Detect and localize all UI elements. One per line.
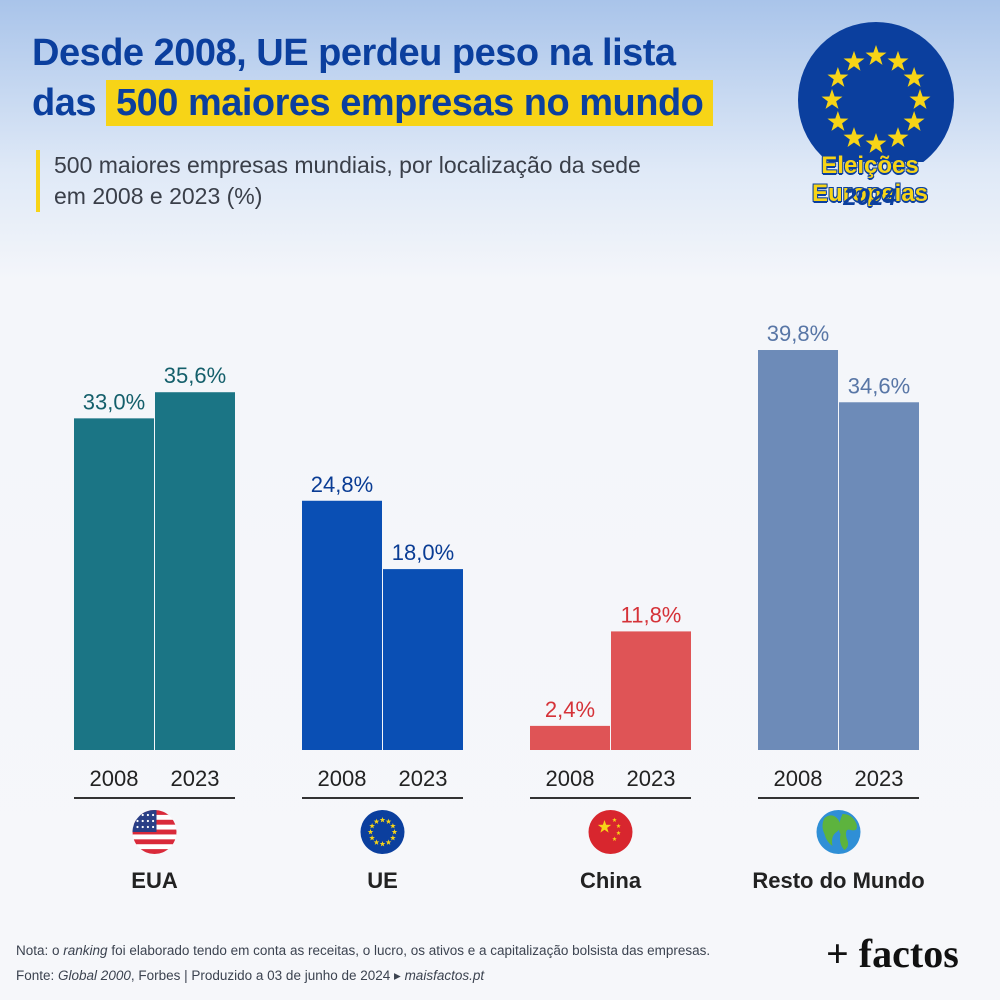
data-label: 34,6% — [848, 373, 910, 398]
bar-2023 — [155, 392, 235, 750]
data-label: 2,4% — [545, 697, 595, 722]
group-china: 2,4% 2008 11,8% 2023 China — [530, 602, 691, 893]
x-tick-label: 2023 — [399, 766, 448, 791]
data-label: 33,0% — [83, 389, 145, 414]
bar-2008 — [530, 725, 610, 750]
source-line: Fonte: Global 2000, Forbes | Produzido a… — [16, 968, 485, 983]
page-title: Desde 2008, UE perdeu peso na lista das … — [32, 28, 714, 128]
data-label: 35,6% — [164, 363, 226, 388]
data-label: 18,0% — [392, 540, 454, 565]
title-line-2-prefix: das — [32, 82, 96, 124]
category-label: China — [580, 868, 642, 893]
badge-line-1: Eleições Europeias — [811, 152, 929, 207]
footnote: Nota: o ranking foi elaborado tendo em c… — [16, 938, 710, 988]
elections-badge: Eleições Europeias 2024 — [760, 12, 980, 212]
x-tick-label: 2008 — [90, 766, 139, 791]
brand-logo: + factos — [826, 931, 959, 976]
eu-flag-icon — [360, 810, 405, 854]
category-label: EUA — [131, 868, 178, 893]
china-flag-icon — [588, 810, 633, 854]
bar-2008 — [302, 500, 382, 750]
group-ue: 24,8% 2008 18,0% 2023 UE — [302, 472, 463, 893]
badge-line-2: 2024 — [843, 184, 897, 211]
group-eua: 33,0% 2008 35,6% 2023 EUA — [74, 363, 235, 893]
data-label: 24,8% — [311, 472, 373, 497]
category-label: UE — [367, 868, 398, 893]
data-label: 11,8% — [621, 602, 682, 627]
group-resto-do-mundo: 39,8% 2008 34,6% 2023 Resto do Mundo — [752, 321, 924, 893]
bar-2023 — [383, 569, 463, 750]
x-tick-label: 2023 — [627, 766, 676, 791]
x-tick-label: 2008 — [546, 766, 595, 791]
bar-chart: 33,0% 2008 35,6% 2023 EUA 24,8% 2008 18,0% 2023 U… — [74, 321, 925, 893]
title-line-1: Desde 2008, UE perdeu peso na lista — [32, 32, 676, 74]
x-tick-label: 2023 — [171, 766, 220, 791]
title-line-2: das 500 maiores empresas no mundo — [32, 78, 714, 128]
x-tick-label: 2008 — [774, 766, 823, 791]
note-line: Nota: o ranking foi elaborado tendo em c… — [16, 943, 711, 958]
category-label: Resto do Mundo — [752, 868, 924, 893]
x-tick-label: 2023 — [855, 766, 904, 791]
us-flag-icon — [132, 810, 177, 854]
bar-2023 — [839, 402, 919, 750]
bar-2008 — [74, 418, 154, 750]
x-tick-label: 2008 — [318, 766, 367, 791]
bar-2023 — [611, 631, 691, 750]
title-highlight: 500 maiores empresas no mundo — [105, 80, 714, 126]
eu-flag-icon — [798, 22, 954, 162]
bar-2008 — [758, 350, 838, 750]
globe-icon — [816, 810, 861, 854]
data-label: 39,8% — [767, 321, 829, 346]
subtitle: 500 maiores empresas mundiais, por local… — [36, 150, 674, 212]
